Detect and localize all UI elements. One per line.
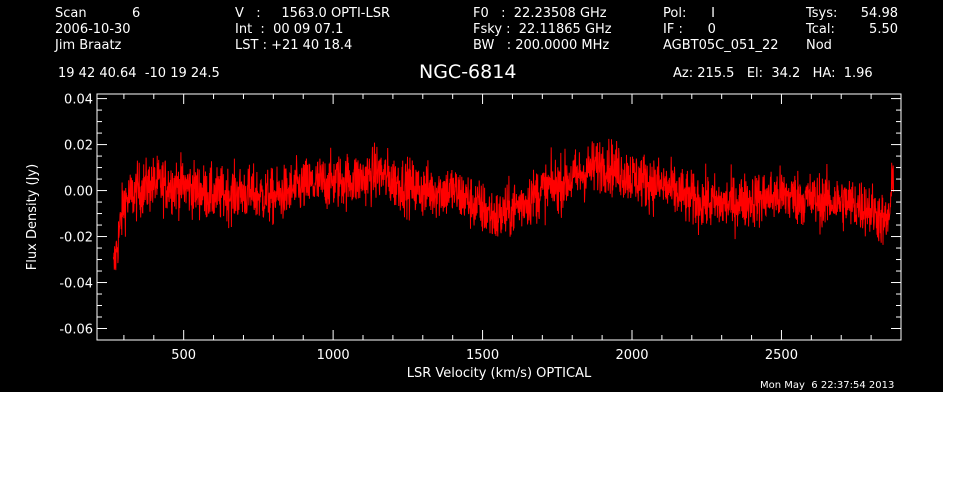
x-tick-label: 2500 <box>765 348 798 363</box>
timestamp: Mon May 6 22:37:54 2013 <box>760 380 895 391</box>
x-tick-label: 500 <box>171 348 196 363</box>
coordinates-label: 19 42 40.64 -10 19 24.5 <box>58 66 220 81</box>
tcal-value: 5.50 <box>869 22 898 37</box>
rest-frequency-label: F0 : 22.23508 GHz <box>473 6 607 21</box>
az-el-ha-label: Az: 215.5 El: 34.2 HA: 1.96 <box>673 66 873 81</box>
scan-label: Scan 6 <box>55 6 141 21</box>
x-tick-label: 1500 <box>466 348 499 363</box>
x-axis-label: LSR Velocity (km/s) OPTICAL <box>407 366 592 381</box>
velocity-label: V : 1563.0 OPTI-LSR <box>235 6 391 21</box>
y-tick-label: -0.04 <box>59 277 93 292</box>
y-tick-label: -0.02 <box>59 231 93 246</box>
y-axis-label: Flux Density (Jy) <box>25 164 40 270</box>
tsys-label: Tsys: <box>806 6 838 21</box>
spectrum-chart: 500 1000 1500 2000 2500 -0.06 -0.04 -0.02 0.00 0.… <box>25 93 902 381</box>
plot-panel: Scan 6 2006-10-30 Jim Braatz V : 1563.0 … <box>0 0 943 392</box>
spectrum-trace <box>112 138 894 271</box>
lst-label: LST : +21 40 18.4 <box>235 38 353 53</box>
axes-frame <box>96 93 902 341</box>
observer-label: Jim Braatz <box>55 38 122 53</box>
y-tick-label: 0.02 <box>64 139 93 154</box>
x-tick-label: 1000 <box>317 348 350 363</box>
x-tick-label: 2000 <box>615 348 648 363</box>
y-tick-label: -0.06 <box>59 323 93 338</box>
bandwidth-label: BW : 200.0000 MHz <box>473 38 610 53</box>
y-tick-label: 0.04 <box>64 93 93 108</box>
source-title: NGC-6814 <box>419 61 517 83</box>
project-label: AGBT05C_051_22 <box>663 38 779 53</box>
tsys-value: 54.98 <box>860 6 898 21</box>
polarization-label: Pol: I <box>663 6 715 21</box>
tcal-label: Tcal: <box>806 22 835 37</box>
date-label: 2006-10-30 <box>55 22 131 37</box>
y-tick-label: 0.00 <box>64 185 93 200</box>
sky-frequency-label: Fsky : 22.11865 GHz <box>473 22 612 37</box>
procedure-label: Nod <box>806 38 832 53</box>
integration-label: Int : 00 09 07.1 <box>235 22 344 37</box>
if-label: IF : 0 <box>663 22 716 37</box>
